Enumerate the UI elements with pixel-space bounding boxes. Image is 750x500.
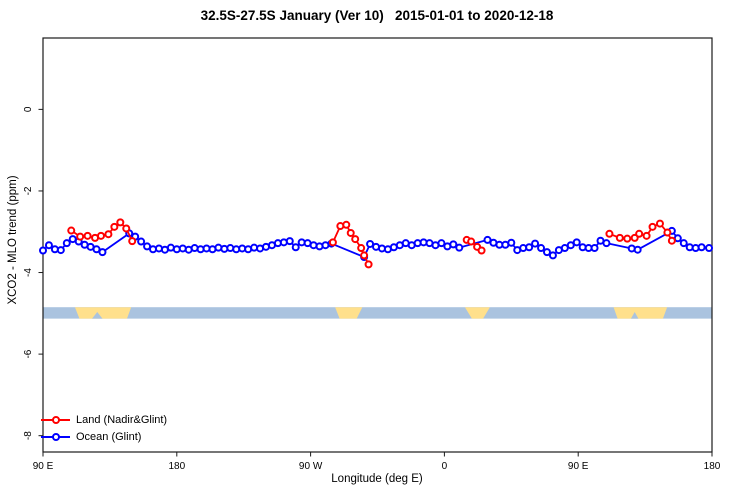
axes: 90 E 180 90 W 0 90 E 180 0 -2 -4 -6 -8 xyxy=(23,106,721,472)
ocean-notch xyxy=(92,311,103,319)
data-point xyxy=(705,244,714,253)
data-point xyxy=(697,243,706,252)
data-point xyxy=(548,251,557,260)
land-band-segment xyxy=(613,307,668,319)
x-tick-label: 180 xyxy=(168,461,185,472)
data-point xyxy=(537,244,546,253)
data-point xyxy=(467,237,476,246)
data-point xyxy=(635,229,644,238)
legend-label-land: Land (Nadir&Glint) xyxy=(76,413,168,426)
data-point xyxy=(642,231,651,240)
data-point xyxy=(542,248,551,257)
data-point xyxy=(531,239,540,248)
data-point xyxy=(285,237,294,246)
ocean-series-marker-icon xyxy=(41,432,70,441)
data-point xyxy=(67,226,76,235)
data-point xyxy=(44,241,53,250)
data-point xyxy=(39,246,47,255)
data-point xyxy=(351,235,360,244)
data-point xyxy=(137,237,146,246)
data-point xyxy=(56,246,65,255)
legend-item-ocean: Ocean (Glint) xyxy=(41,428,167,445)
series-land xyxy=(67,218,676,269)
data-point xyxy=(143,242,152,251)
land-band-segment xyxy=(74,307,132,319)
data-point xyxy=(507,238,516,247)
data-point xyxy=(122,224,131,233)
data-point xyxy=(83,231,92,240)
data-point xyxy=(357,244,366,253)
data-point xyxy=(477,246,486,255)
data-point xyxy=(437,239,446,248)
data-point xyxy=(110,222,119,231)
x-tick-label: 90 E xyxy=(568,461,589,472)
x-tick-label: 90 W xyxy=(299,461,323,472)
plot-frame xyxy=(42,37,713,453)
open-circle-icon xyxy=(51,415,60,424)
data-point xyxy=(62,239,71,248)
land-band-segment xyxy=(335,307,363,319)
y-tick-label: -8 xyxy=(23,431,34,440)
data-point xyxy=(679,239,688,248)
data-point xyxy=(590,244,599,253)
data-point xyxy=(605,229,614,238)
data-point xyxy=(92,245,101,254)
chart-title: 32.5S-27.5S January (Ver 10) 2015-01-01 … xyxy=(200,8,554,23)
y-tick-label: -2 xyxy=(23,186,34,195)
data-point xyxy=(602,239,611,248)
data-point xyxy=(663,228,672,237)
data-point xyxy=(346,228,355,237)
data-point xyxy=(364,260,373,269)
ocean-notch xyxy=(630,311,639,319)
data-point xyxy=(560,244,569,253)
data-point xyxy=(366,239,375,248)
data-point xyxy=(566,241,575,250)
data-point xyxy=(633,245,642,254)
data-point xyxy=(525,243,534,252)
open-circle-icon xyxy=(51,432,60,441)
data-point xyxy=(328,238,337,247)
data-point xyxy=(128,237,137,246)
data-point xyxy=(623,234,632,243)
data-point xyxy=(648,222,657,231)
data-point xyxy=(96,231,105,240)
legend: Land (Nadir&Glint) Ocean (Glint) xyxy=(41,411,167,445)
y-tick-label: 0 xyxy=(23,106,34,112)
data-point xyxy=(449,240,458,249)
data-point xyxy=(116,218,125,227)
land-series-marker-icon xyxy=(41,415,70,424)
legend-label-ocean: Ocean (Glint) xyxy=(76,430,142,443)
y-tick-label: -4 xyxy=(23,268,34,277)
data-point xyxy=(360,251,369,260)
land-ocean-band xyxy=(43,307,712,319)
data-point xyxy=(342,220,351,229)
data-point xyxy=(667,236,676,245)
data-point xyxy=(98,248,107,257)
data-point xyxy=(455,243,464,252)
x-axis-label: Longitude (deg E) xyxy=(331,473,423,485)
land-band-segment xyxy=(464,307,490,319)
data-point xyxy=(291,243,300,252)
data-point xyxy=(483,235,492,244)
legend-item-land: Land (Nadir&Glint) xyxy=(41,411,167,428)
data-point xyxy=(104,230,113,239)
data-point xyxy=(615,233,624,242)
x-tick-label: 180 xyxy=(704,461,721,472)
data-point xyxy=(76,232,85,241)
y-tick-label: -6 xyxy=(23,349,34,358)
data-point xyxy=(655,219,664,228)
data-point xyxy=(572,238,581,247)
x-tick-label: 90 E xyxy=(33,461,54,472)
x-tick-label: 0 xyxy=(442,461,448,472)
